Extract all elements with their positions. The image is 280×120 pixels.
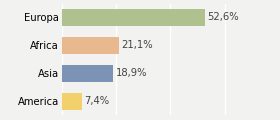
Text: 7,4%: 7,4% bbox=[85, 96, 109, 106]
Text: 52,6%: 52,6% bbox=[207, 12, 239, 22]
Text: 21,1%: 21,1% bbox=[122, 40, 153, 50]
Bar bbox=[62, 65, 113, 82]
Bar bbox=[62, 37, 119, 54]
Bar bbox=[62, 93, 82, 110]
Text: 18,9%: 18,9% bbox=[116, 68, 147, 78]
Bar bbox=[62, 9, 205, 26]
